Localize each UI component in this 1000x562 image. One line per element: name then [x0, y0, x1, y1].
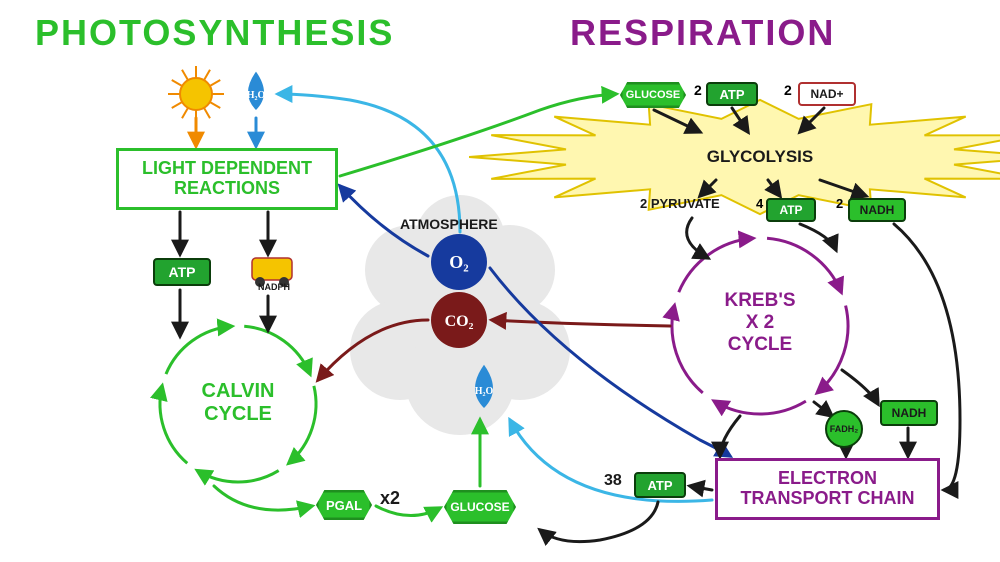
badge-glucose_bottom: GLUCOSE — [444, 490, 516, 524]
light-dependent-reactions-box: LIGHT DEPENDENT REACTIONS — [116, 148, 338, 210]
electron-transport-chain-box: ELECTRON TRANSPORT CHAIN — [715, 458, 940, 520]
svg-text:H₂O: H₂O — [247, 90, 266, 101]
arrow-nadh-gly-down — [894, 224, 960, 490]
arrow-krebs-down-etc — [720, 416, 740, 456]
title-respiration: RESPIRATION — [570, 12, 835, 54]
svg-text:CO₂: CO₂ — [445, 313, 474, 330]
badge-nad_in: NAD+ — [798, 82, 856, 106]
label-2-pyruvate: 2 PYRUVATE — [640, 196, 720, 211]
atmosphere-label: ATMOSPHERE — [400, 216, 498, 232]
badge-glucose_top: GLUCOSE — [620, 82, 686, 108]
svg-text:O₂: O₂ — [449, 252, 468, 272]
label-x2-pgal: x2 — [380, 488, 400, 509]
title-photosynthesis: PHOTOSYNTHESIS — [35, 12, 394, 54]
count-2-atp-in: 2 — [694, 82, 702, 98]
badge-atp_gly_out: ATP — [766, 198, 816, 222]
arrow-krebs-to-fadh — [814, 402, 832, 416]
krebs-cycle-label: KREB'S X 2 CYCLE — [712, 290, 808, 356]
label-nadph: NADPH — [258, 282, 290, 292]
arrow-atp38-down — [540, 502, 658, 542]
arrow-krebs-to-nadh — [842, 370, 878, 404]
badge-atp_ps: ATP — [153, 258, 211, 286]
arrow-etc-to-atp — [690, 486, 712, 490]
arrow-pyr-to-krebs — [687, 218, 708, 258]
badge-nadh_kreb: NADH — [880, 400, 938, 426]
label-38-atp: 38 — [604, 472, 622, 490]
arrow-atp-gly-down — [800, 224, 836, 250]
badge-atp_out: ATP — [634, 472, 686, 498]
badge-pgal: PGAL — [316, 490, 372, 520]
badge-fadh: FADH₂ — [825, 410, 863, 448]
badge-nadh_gly: NADH — [848, 198, 906, 222]
glycolysis-box: GLYCOLYSIS — [680, 135, 840, 179]
badge-atp_gly_in: ATP — [706, 82, 758, 106]
arrow-calvin-to-pgal — [214, 486, 312, 510]
svg-text:H₂O: H₂O — [475, 386, 494, 397]
count-2-nadh: 2 — [836, 196, 843, 211]
count-2-nad-in: 2 — [784, 82, 792, 98]
calvin-cycle-label: CALVIN CYCLE — [188, 380, 288, 426]
count-4-atp: 4 — [756, 196, 763, 211]
